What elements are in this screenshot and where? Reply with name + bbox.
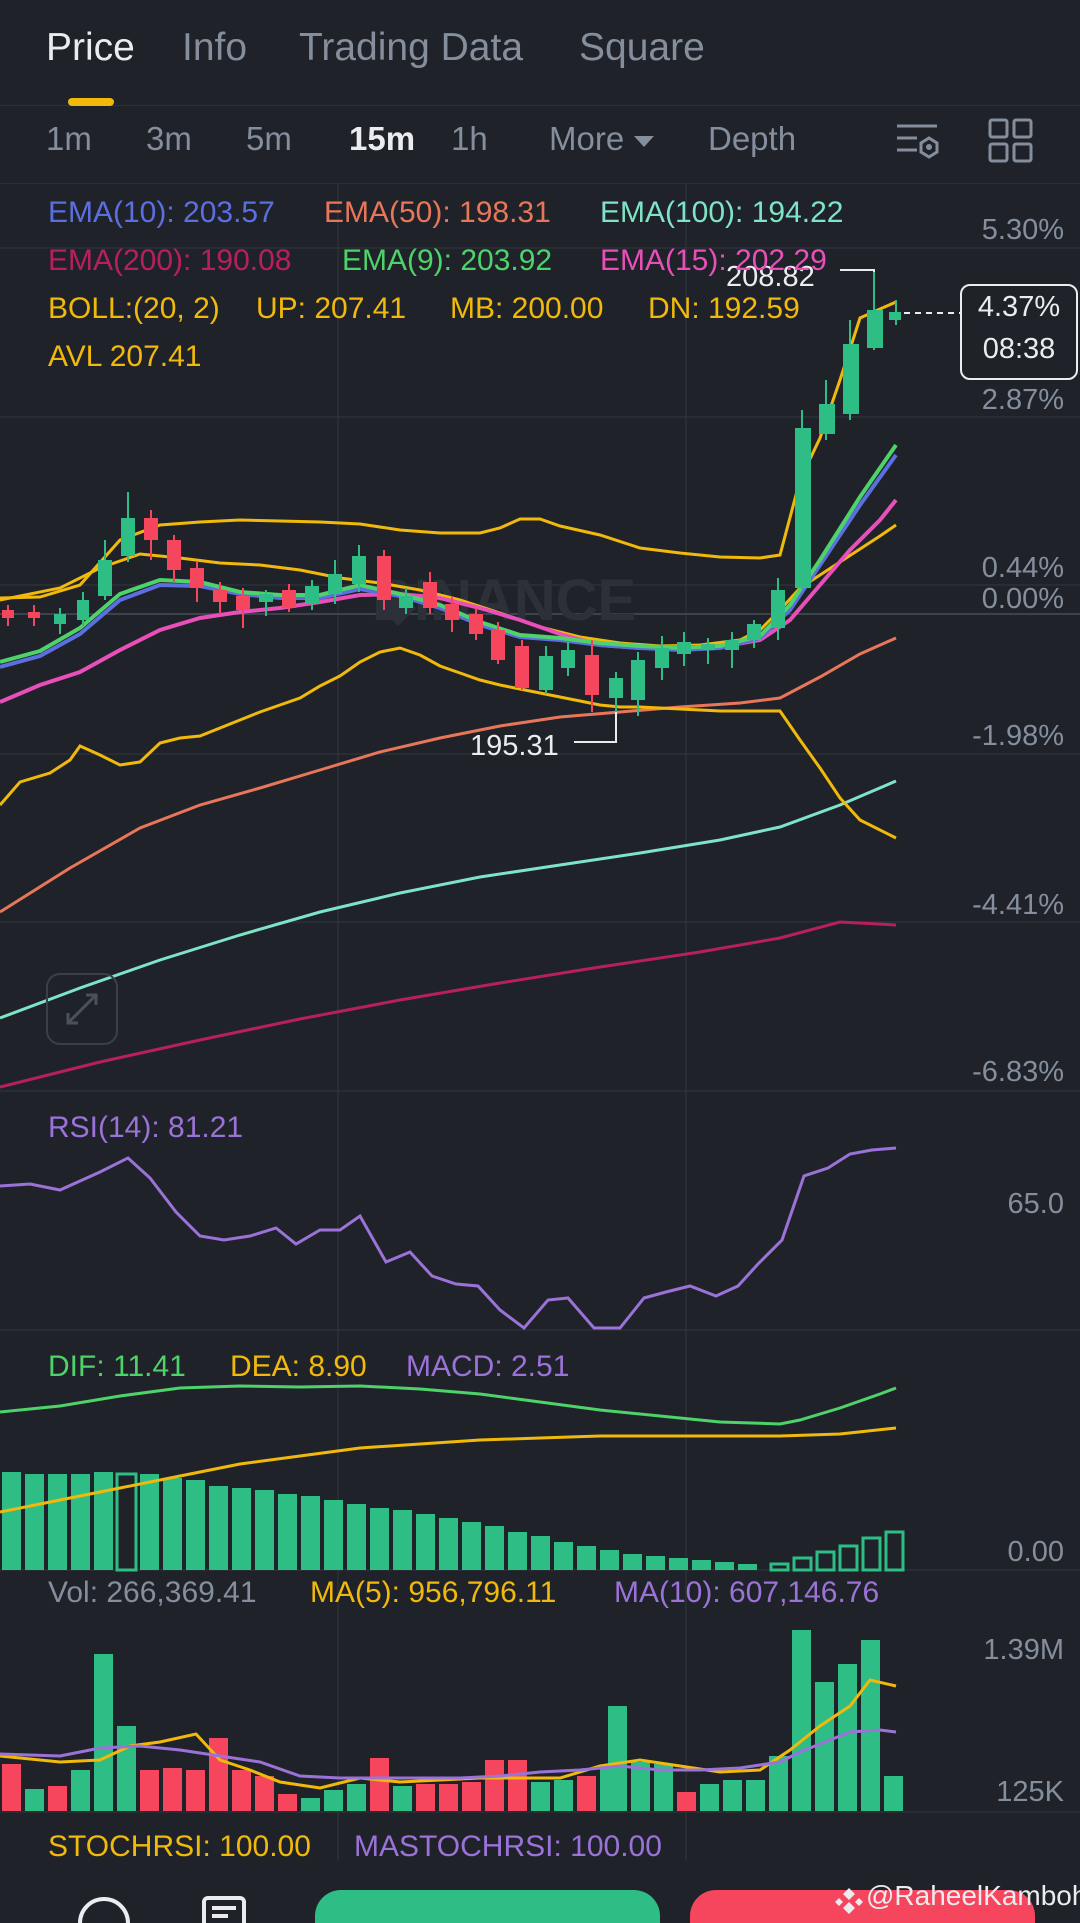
layout-grid-icon[interactable] (986, 116, 1036, 166)
interval-1m[interactable]: 1m (46, 120, 92, 157)
price-axis-label: 0.00% (981, 583, 1064, 615)
ema9-legend: EMA(9): 203.92 (342, 244, 553, 277)
macd-histogram (2, 1472, 905, 1572)
ema100-legend: EMA(100): 194.22 (600, 196, 844, 229)
boll-dn-legend: DN: 192.59 (648, 292, 800, 325)
sell-button[interactable] (690, 1890, 1035, 1923)
high-price-label: 208.82 (726, 261, 815, 293)
tab-info[interactable]: Info (182, 26, 248, 69)
low-marker-line (574, 712, 617, 743)
price-axis-label: -1.98% (972, 720, 1064, 752)
volume-legend: Vol: 266,369.41 (48, 1576, 257, 1609)
tab-trading-data[interactable]: Trading Data (299, 26, 524, 69)
macd-dif-line (0, 1384, 897, 1426)
avl-legend: AVL 207.41 (48, 340, 202, 373)
low-price-label: 195.31 (470, 730, 559, 762)
price-axis-label: -6.83% (972, 1056, 1064, 1088)
macd-axis-label: 0.00 (1007, 1536, 1064, 1568)
vol-axis-top: 1.39M (983, 1634, 1064, 1666)
fullscreen-button[interactable] (46, 973, 118, 1045)
ema15-legend: EMA(15): 202.29 (600, 244, 827, 277)
boll-mb-legend: MB: 200.00 (450, 292, 604, 325)
interval-3m[interactable]: 3m (146, 120, 192, 157)
volume-bars (2, 1630, 903, 1811)
vol-ma10-legend: MA(10): 607,146.76 (614, 1576, 880, 1609)
ema10-legend: EMA(10): 203.57 (48, 196, 275, 229)
indicator-settings-icon[interactable] (893, 116, 943, 166)
ema200-line (0, 920, 897, 1089)
rsi-line (0, 1146, 897, 1331)
ema200-legend: EMA(200): 190.08 (48, 244, 292, 277)
ema15-line (0, 498, 898, 704)
ema50-line (0, 636, 897, 914)
chat-icon[interactable] (76, 1896, 132, 1923)
credit-tag: @RaheelKamboh (866, 1880, 1080, 1911)
interval-5m[interactable]: 5m (246, 120, 292, 157)
interval-1h[interactable]: 1h (451, 120, 488, 157)
price-axis-label: -4.41% (972, 889, 1064, 921)
depth-tab[interactable]: Depth (708, 120, 797, 157)
macd-value-legend: MACD: 2.51 (406, 1350, 570, 1383)
vol-axis-bottom: 125K (996, 1776, 1064, 1808)
stochrsi-legend: STOCHRSI: 100.00 (48, 1830, 311, 1863)
price-axis-label: 5.30% (981, 214, 1064, 246)
orders-icon[interactable] (200, 1896, 248, 1923)
candlesticks (2, 270, 901, 742)
ema50-legend: EMA(50): 198.31 (324, 196, 551, 229)
macd-dea-line (0, 1426, 897, 1514)
current-change-pct: 4.37% (977, 291, 1061, 323)
vol-ma10-line (0, 1728, 897, 1780)
price-axis-label: 0.44% (981, 552, 1064, 584)
rsi-axis-label: 65.0 (1007, 1188, 1064, 1220)
ema9-line (0, 443, 898, 664)
boll-dn-line (0, 646, 897, 840)
interval-bar: 1m 3m 5m 15m 1h More Depth (0, 106, 1080, 184)
current-price-box: 4.37% 08:38 (960, 284, 1078, 380)
buy-button[interactable] (315, 1890, 660, 1923)
candle-countdown: 08:38 (982, 333, 1056, 365)
macd-dea-legend: DEA: 8.90 (230, 1350, 367, 1383)
price-axis-label: 2.87% (981, 384, 1064, 416)
boll-legend: BOLL:(20, 2) (48, 292, 220, 325)
ema100-line (0, 779, 897, 1020)
binance-logo-icon (835, 1888, 863, 1914)
chevron-down-icon (634, 135, 655, 147)
tab-price[interactable]: Price (46, 26, 135, 69)
macd-dif-legend: DIF: 11.41 (48, 1350, 186, 1383)
boll-up-legend: UP: 207.41 (256, 292, 407, 325)
interval-15m[interactable]: 15m (349, 120, 416, 157)
mastochrsi-legend: MASTOCHRSI: 100.00 (354, 1830, 662, 1863)
expand-icon (66, 993, 98, 1025)
top-tab-bar: Price Info Trading Data Square (0, 0, 1080, 106)
vol-ma5-legend: MA(5): 956,796.11 (310, 1576, 557, 1609)
interval-more[interactable]: More (549, 120, 655, 158)
interval-more-label: More (549, 120, 625, 157)
tab-square[interactable]: Square (579, 26, 705, 69)
high-marker-line (840, 269, 875, 272)
rsi-legend: RSI(14): 81.21 (48, 1111, 244, 1144)
active-tab-indicator (68, 98, 114, 106)
